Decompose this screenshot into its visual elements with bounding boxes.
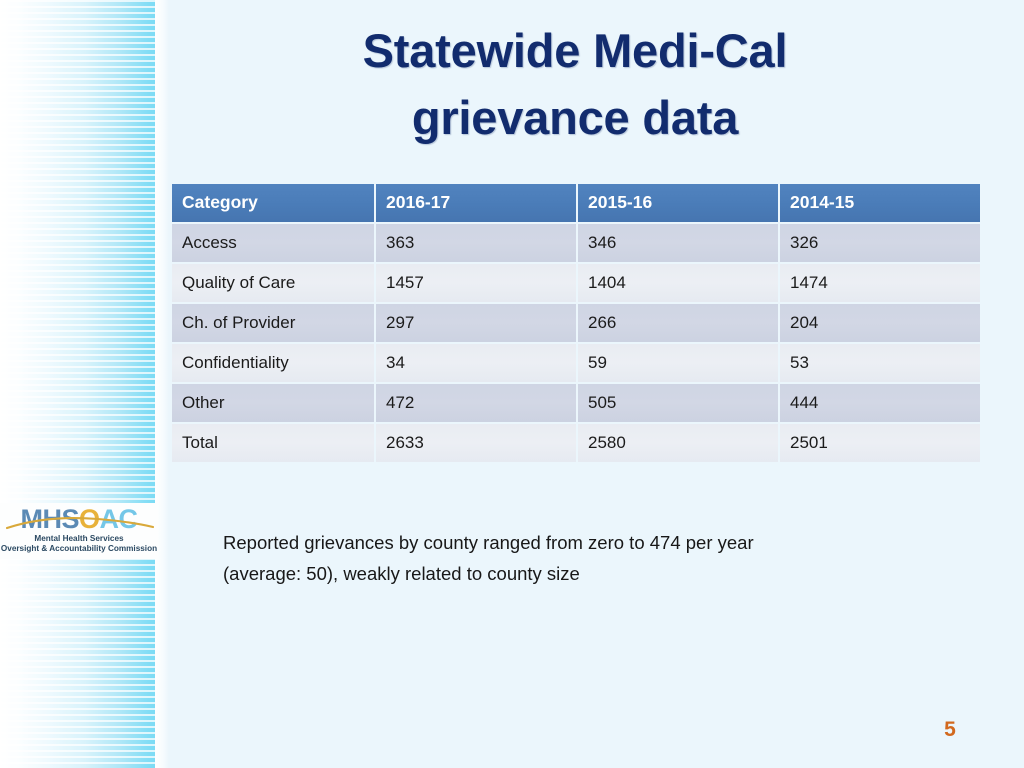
cell-2014-15: 1474: [780, 264, 980, 302]
cell-2015-16: 505: [578, 384, 778, 422]
table-row-total: Total 2633 2580 2501: [172, 424, 980, 462]
cell-2016-17: 2633: [376, 424, 576, 462]
note-line2: (average: 50), weakly related to county …: [223, 562, 580, 584]
cell-category: Confidentiality: [172, 344, 374, 382]
table-row: Quality of Care 1457 1404 1474: [172, 264, 980, 302]
cell-2015-16: 59: [578, 344, 778, 382]
page-title-line2: grievance data: [411, 90, 739, 144]
cell-2015-16: 2580: [578, 424, 778, 462]
page-title-line1: Statewide Medi-Cal: [362, 24, 788, 77]
table-row: Other 472 505 444: [172, 384, 980, 422]
logo-wordmark-o: O: [78, 504, 100, 534]
logo-backing-plate: [0, 503, 158, 559]
table-row: Confidentiality 34 59 53: [172, 344, 980, 382]
mhsoac-logo: MHSOAC Mental Health Services Oversight …: [0, 503, 158, 559]
logo-wordmark-mhs: MHS: [20, 504, 79, 534]
grievance-data-table: Category 2016-17 2015-16 2014-15 Access …: [170, 182, 982, 464]
column-header-category: Category: [172, 184, 374, 222]
cell-2016-17: 363: [376, 224, 576, 262]
column-header-2015-16: 2015-16: [578, 184, 778, 222]
cell-2016-17: 297: [376, 304, 576, 342]
cell-category: Quality of Care: [172, 264, 374, 302]
cell-2014-15: 444: [780, 384, 980, 422]
cell-2014-15: 204: [780, 304, 980, 342]
decorative-stripe-sidebar: [0, 0, 155, 768]
logo-wordmark: MHSOAC: [0, 503, 158, 535]
cell-2015-16: 266: [578, 304, 778, 342]
logo-wordmark-ac: AC: [99, 504, 139, 534]
page-title: Statewide Medi-Cal grievance data: [170, 18, 980, 151]
explanatory-note: Reported grievances by county ranged fro…: [223, 528, 923, 590]
sidebar-edge-fade: [155, 0, 169, 768]
cell-category: Access: [172, 224, 374, 262]
cell-2016-17: 472: [376, 384, 576, 422]
cell-category: Other: [172, 384, 374, 422]
page-number: 5: [944, 718, 956, 741]
cell-2014-15: 53: [780, 344, 980, 382]
cell-2015-16: 346: [578, 224, 778, 262]
note-line1: Reported grievances by county ranged fro…: [223, 532, 754, 553]
cell-category: Total: [172, 424, 374, 462]
cell-2015-16: 1404: [578, 264, 778, 302]
cell-2016-17: 34: [376, 344, 576, 382]
cell-category: Ch. of Provider: [172, 304, 374, 342]
table-header: Category 2016-17 2015-16 2014-15: [172, 184, 980, 222]
table-body: Access 363 346 326 Quality of Care 1457 …: [172, 224, 980, 462]
logo-subtitle-line1: Mental Health Services: [34, 534, 124, 543]
cell-2016-17: 1457: [376, 264, 576, 302]
column-header-2014-15: 2014-15: [780, 184, 980, 222]
table-header-row: Category 2016-17 2015-16 2014-15: [172, 184, 980, 222]
column-header-2016-17: 2016-17: [376, 184, 576, 222]
table-row: Ch. of Provider 297 266 204: [172, 304, 980, 342]
cell-2014-15: 326: [780, 224, 980, 262]
table-row: Access 363 346 326: [172, 224, 980, 262]
logo-subtitle-line2: Oversight & Accountability Commission: [0, 544, 158, 553]
cell-2014-15: 2501: [780, 424, 980, 462]
